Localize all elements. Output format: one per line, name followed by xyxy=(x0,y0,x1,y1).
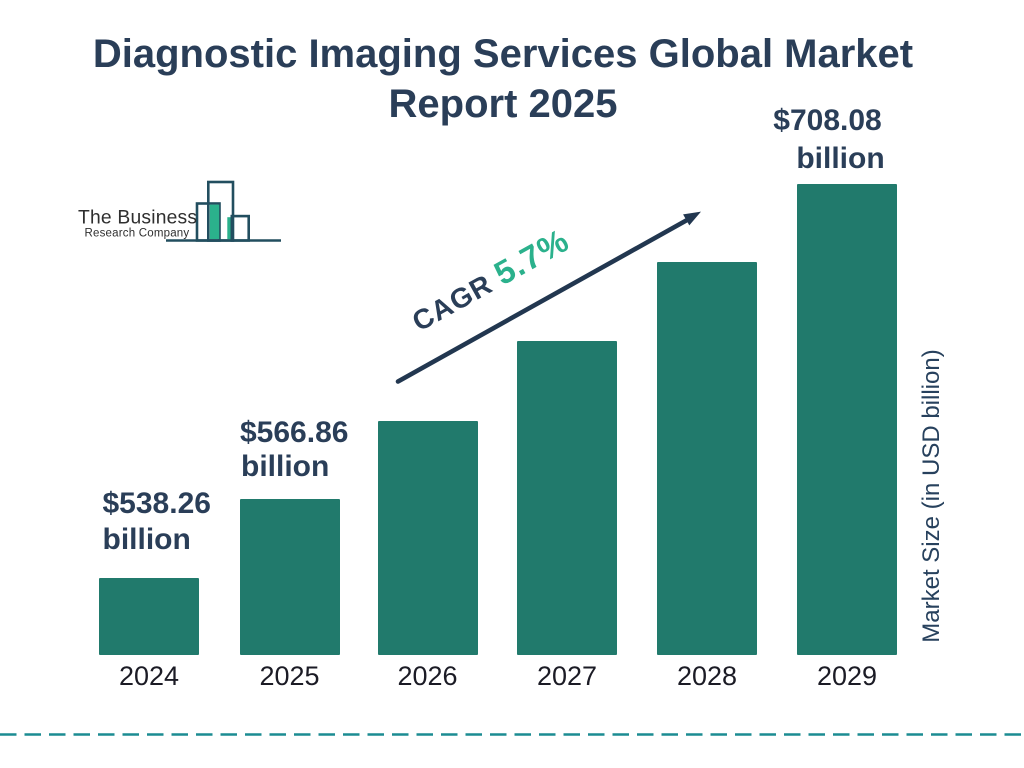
growth-arrow-head xyxy=(683,211,701,226)
bar-2024 xyxy=(99,578,199,655)
bar-2026 xyxy=(377,421,478,655)
cagr-annotation: CAGR 5.7% xyxy=(405,221,576,339)
value-label-2024-line-2: billion xyxy=(102,523,191,556)
y-axis-title: Market Size (in USD billion) xyxy=(918,349,945,643)
company-logo: The Business Research Company xyxy=(78,180,281,242)
title-line-2: Report 2025 xyxy=(388,82,618,126)
value-label-2025-line-1: $566.86 xyxy=(240,416,349,449)
bar-2027 xyxy=(517,341,617,655)
logo-text-line-2: Research Company xyxy=(85,228,190,240)
x-axis-label-2028: 2028 xyxy=(676,661,738,692)
cagr-prefix-label: CAGR xyxy=(407,268,498,338)
value-label-2029-line-1: $708.08 xyxy=(773,103,882,137)
x-axis-label-2027: 2027 xyxy=(536,661,598,692)
value-label-2024-line-1: $538.26 xyxy=(102,487,211,520)
logo-building-fill-small xyxy=(227,217,233,240)
value-label-2025-line-2: billion xyxy=(241,450,330,483)
logo-building-outline-small xyxy=(230,214,251,242)
page-title: Diagnostic Imaging Services Global Marke… xyxy=(0,29,1006,129)
logo-text-line-1: The Business xyxy=(78,208,197,229)
bar-2025 xyxy=(239,499,340,655)
bar-2028 xyxy=(657,262,757,655)
x-axis-label-2026: 2026 xyxy=(397,661,458,692)
bar-2029 xyxy=(797,184,897,655)
x-axis-label-2024: 2024 xyxy=(118,661,180,692)
value-label-2029-line-2: billion xyxy=(796,141,885,175)
x-axis-label-2029: 2029 xyxy=(816,661,878,692)
x-axis-label-2025: 2025 xyxy=(259,661,320,692)
cagr-value-label: 5.7% xyxy=(487,221,576,292)
logo-skyline-icon xyxy=(166,180,281,242)
logo-building-fill-large xyxy=(209,204,220,239)
title-line-1: Diagnostic Imaging Services Global Marke… xyxy=(92,32,914,76)
